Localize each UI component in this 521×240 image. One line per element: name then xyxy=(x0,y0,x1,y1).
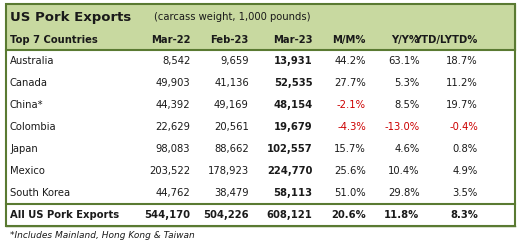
Text: -4.3%: -4.3% xyxy=(337,122,366,132)
Text: 19.7%: 19.7% xyxy=(446,100,478,110)
Text: 19,679: 19,679 xyxy=(274,122,313,132)
Text: 13,931: 13,931 xyxy=(274,56,313,66)
Text: 5.3%: 5.3% xyxy=(394,78,419,88)
Text: 11.2%: 11.2% xyxy=(446,78,478,88)
Text: M/M%: M/M% xyxy=(332,35,366,45)
Text: China*: China* xyxy=(10,100,44,110)
Text: All US Pork Exports: All US Pork Exports xyxy=(10,210,119,220)
Text: 29.8%: 29.8% xyxy=(388,188,419,198)
Text: 22,629: 22,629 xyxy=(155,122,190,132)
Text: Australia: Australia xyxy=(10,56,55,66)
Text: 544,170: 544,170 xyxy=(144,210,190,220)
Text: Feb-23: Feb-23 xyxy=(210,35,249,45)
Text: 63.1%: 63.1% xyxy=(388,56,419,66)
Text: Colombia: Colombia xyxy=(10,122,57,132)
Text: 44.2%: 44.2% xyxy=(334,56,366,66)
Text: 608,121: 608,121 xyxy=(267,210,313,220)
Text: 0.8%: 0.8% xyxy=(453,144,478,154)
Text: 41,136: 41,136 xyxy=(214,78,249,88)
Text: 8,542: 8,542 xyxy=(162,56,190,66)
Text: 98,083: 98,083 xyxy=(156,144,190,154)
Text: 15.7%: 15.7% xyxy=(334,144,366,154)
Text: 4.9%: 4.9% xyxy=(453,166,478,176)
Text: 44,392: 44,392 xyxy=(156,100,190,110)
Text: 27.7%: 27.7% xyxy=(334,78,366,88)
Text: 25.6%: 25.6% xyxy=(334,166,366,176)
Text: (carcass weight, 1,000 pounds): (carcass weight, 1,000 pounds) xyxy=(154,12,311,22)
Text: 18.7%: 18.7% xyxy=(446,56,478,66)
Text: -0.4%: -0.4% xyxy=(449,122,478,132)
Text: Mar-22: Mar-22 xyxy=(151,35,190,45)
Text: 504,226: 504,226 xyxy=(203,210,249,220)
Text: 48,154: 48,154 xyxy=(273,100,313,110)
Text: -2.1%: -2.1% xyxy=(337,100,366,110)
Text: 38,479: 38,479 xyxy=(214,188,249,198)
Text: 20,561: 20,561 xyxy=(214,122,249,132)
Text: South Korea: South Korea xyxy=(10,188,70,198)
Text: Y/Y%: Y/Y% xyxy=(391,35,419,45)
Text: 9,659: 9,659 xyxy=(220,56,249,66)
Text: 3.5%: 3.5% xyxy=(453,188,478,198)
Text: 224,770: 224,770 xyxy=(267,166,313,176)
Text: 102,557: 102,557 xyxy=(267,144,313,154)
Text: 8.3%: 8.3% xyxy=(450,210,478,220)
Text: YTD/LYTD%: YTD/LYTD% xyxy=(415,35,478,45)
Text: 10.4%: 10.4% xyxy=(388,166,419,176)
Text: 52,535: 52,535 xyxy=(274,78,313,88)
Text: 11.8%: 11.8% xyxy=(384,210,419,220)
Text: 44,762: 44,762 xyxy=(156,188,190,198)
Text: 58,113: 58,113 xyxy=(274,188,313,198)
Text: -13.0%: -13.0% xyxy=(384,122,419,132)
Text: *Includes Mainland, Hong Kong & Taiwan: *Includes Mainland, Hong Kong & Taiwan xyxy=(10,232,195,240)
Text: Japan: Japan xyxy=(10,144,38,154)
Text: 4.6%: 4.6% xyxy=(394,144,419,154)
Text: 8.5%: 8.5% xyxy=(394,100,419,110)
Text: Mar-23: Mar-23 xyxy=(273,35,313,45)
Text: Top 7 Countries: Top 7 Countries xyxy=(10,35,98,45)
Text: 88,662: 88,662 xyxy=(214,144,249,154)
Text: 49,903: 49,903 xyxy=(156,78,190,88)
Text: 203,522: 203,522 xyxy=(149,166,190,176)
Text: 51.0%: 51.0% xyxy=(334,188,366,198)
Text: 178,923: 178,923 xyxy=(208,166,249,176)
Text: US Pork Exports: US Pork Exports xyxy=(10,11,131,24)
Text: 20.6%: 20.6% xyxy=(331,210,366,220)
Text: 49,169: 49,169 xyxy=(214,100,249,110)
Text: Mexico: Mexico xyxy=(10,166,45,176)
Text: Canada: Canada xyxy=(10,78,48,88)
